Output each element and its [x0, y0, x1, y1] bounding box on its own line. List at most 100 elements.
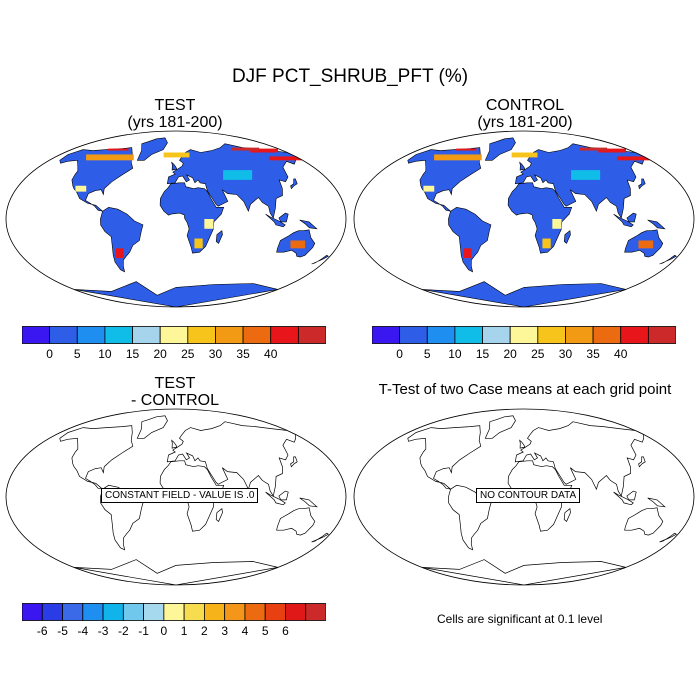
diff-colorbar: -6 -5 -4 -3 -2 -1 0 1 2 3 4 5 6	[22, 603, 326, 643]
shrub-cell-9	[290, 240, 306, 249]
colorbar-swatch	[187, 326, 216, 344]
landmass-newZealand	[311, 254, 330, 265]
colorbar-swatch	[49, 326, 78, 344]
landmass-borneo	[626, 212, 637, 223]
colorbar-label: 20	[153, 347, 167, 361]
landmass-antarctica	[73, 281, 279, 307]
landmass-northAmerica	[59, 147, 134, 212]
landmass-madagascar	[563, 230, 571, 244]
colorbar-swatch	[242, 326, 272, 344]
colorbar-swatch	[454, 326, 483, 344]
landmass-newGuinea	[299, 497, 318, 508]
control-subtitle: (yrs 181-200)	[477, 114, 573, 131]
colorbar-swatch	[305, 603, 326, 621]
colorbar-swatch	[132, 326, 161, 344]
shrub-cell-0	[598, 148, 626, 153]
shrub-cell-6	[423, 185, 435, 192]
test-title: TEST	[154, 97, 196, 114]
shrub-cell-11	[552, 219, 562, 229]
control-colorbar: 0 5 10 15 20 25 30 35 40	[372, 326, 676, 366]
colorbar-label: 0	[46, 347, 53, 361]
colorbar-label: 15	[125, 347, 140, 361]
landmass-antarctica	[421, 281, 627, 307]
landmass-borneo	[278, 490, 289, 501]
colorbar-label: 10	[98, 347, 112, 361]
landmass-greatBritain	[171, 161, 178, 171]
landmass-japan	[638, 456, 646, 468]
landmass-newZealand	[659, 532, 678, 543]
shrub-cell-3	[434, 154, 482, 161]
shrub-cell-8	[542, 238, 551, 249]
colorbar-swatch	[426, 326, 456, 344]
landmass-madagascar	[563, 508, 571, 522]
landmass-antarctica	[421, 559, 627, 585]
map-border	[5, 408, 347, 586]
shrub-cell-5	[163, 152, 190, 158]
landmass-borneo	[278, 212, 289, 223]
landmass-greatBritain	[519, 161, 526, 171]
shrub-cell-1	[616, 156, 651, 161]
shrub-cell-3	[86, 154, 134, 161]
shrub-cell-11	[204, 219, 214, 229]
colorbar-label: 1	[180, 624, 188, 638]
shrub-cell-10	[115, 248, 124, 259]
landmass-indonesia	[613, 491, 634, 506]
colorbar-swatch	[76, 326, 106, 344]
colorbar-label: 0	[160, 624, 168, 638]
figure-title: DJF PCT_SHRUB_PFT (%)	[231, 66, 469, 87]
landmass-africa	[507, 182, 573, 254]
shrub-cell-6	[75, 185, 87, 192]
control-title: CONTROL	[485, 97, 565, 114]
landmass-australia	[276, 507, 316, 536]
colorbar-label: 10	[448, 347, 462, 361]
landmass-indonesia	[265, 491, 286, 506]
diff-constant-field-label: CONSTANT FIELD - VALUE IS .0	[101, 488, 259, 503]
colorbar-label: 5	[261, 624, 269, 638]
landmass-southAmerica	[448, 206, 492, 273]
colorbar-swatch	[537, 326, 566, 344]
significance-note: Cells are significant at 0.1 level	[437, 612, 603, 626]
colorbar-swatch	[592, 326, 622, 344]
colorbar-label: 15	[475, 347, 490, 361]
landmass-borneo	[626, 490, 637, 501]
landmass-greenland	[484, 137, 516, 161]
shrub-cell-2	[579, 147, 608, 151]
colorbar-label: 5	[73, 347, 81, 361]
shrub-cell-4	[108, 148, 129, 151]
colorbar-swatch	[270, 326, 299, 344]
landmass-eurasia	[514, 421, 645, 497]
landmass-japan	[290, 456, 298, 468]
landmass-madagascar	[215, 230, 223, 244]
landmass-indonesia	[613, 213, 634, 228]
colorbar-swatch	[22, 326, 51, 344]
ttest-title: T-Test of two Case means at each grid po…	[378, 381, 672, 398]
landmass-africa	[159, 182, 225, 254]
colorbar-label: -4	[77, 624, 89, 638]
colorbar-label: 2	[201, 624, 208, 638]
control-map	[353, 130, 695, 308]
colorbar-label: -5	[57, 624, 68, 638]
landmass-newGuinea	[299, 219, 318, 230]
colorbar-swatch	[62, 603, 84, 621]
shrub-cell-9	[638, 240, 654, 249]
ttest-no-data-label: NO CONTOUR DATA	[476, 488, 581, 503]
colorbar-swatches	[372, 326, 676, 344]
colorbar-label: 20	[503, 347, 517, 361]
colorbar-swatch	[264, 603, 286, 621]
landmass-newGuinea	[647, 497, 666, 508]
colorbar-label: 30	[558, 347, 573, 361]
colorbar-swatch	[104, 326, 133, 344]
landmass-southAmerica	[100, 206, 144, 273]
colorbar-swatches	[22, 326, 326, 344]
colorbar-label: -6	[36, 624, 48, 638]
colorbar-label: 3	[221, 624, 228, 638]
landmass-northAmerica	[407, 147, 482, 212]
landmass-greenland	[484, 415, 516, 439]
colorbar-label: 5	[423, 347, 431, 361]
landmass-japan	[638, 178, 646, 190]
landmass-eurasia	[166, 421, 297, 497]
colorbar-swatch	[163, 603, 185, 621]
colorbar-swatch	[215, 326, 244, 344]
colorbar-label: 35	[236, 347, 250, 361]
landmass-eurasia	[514, 143, 645, 219]
